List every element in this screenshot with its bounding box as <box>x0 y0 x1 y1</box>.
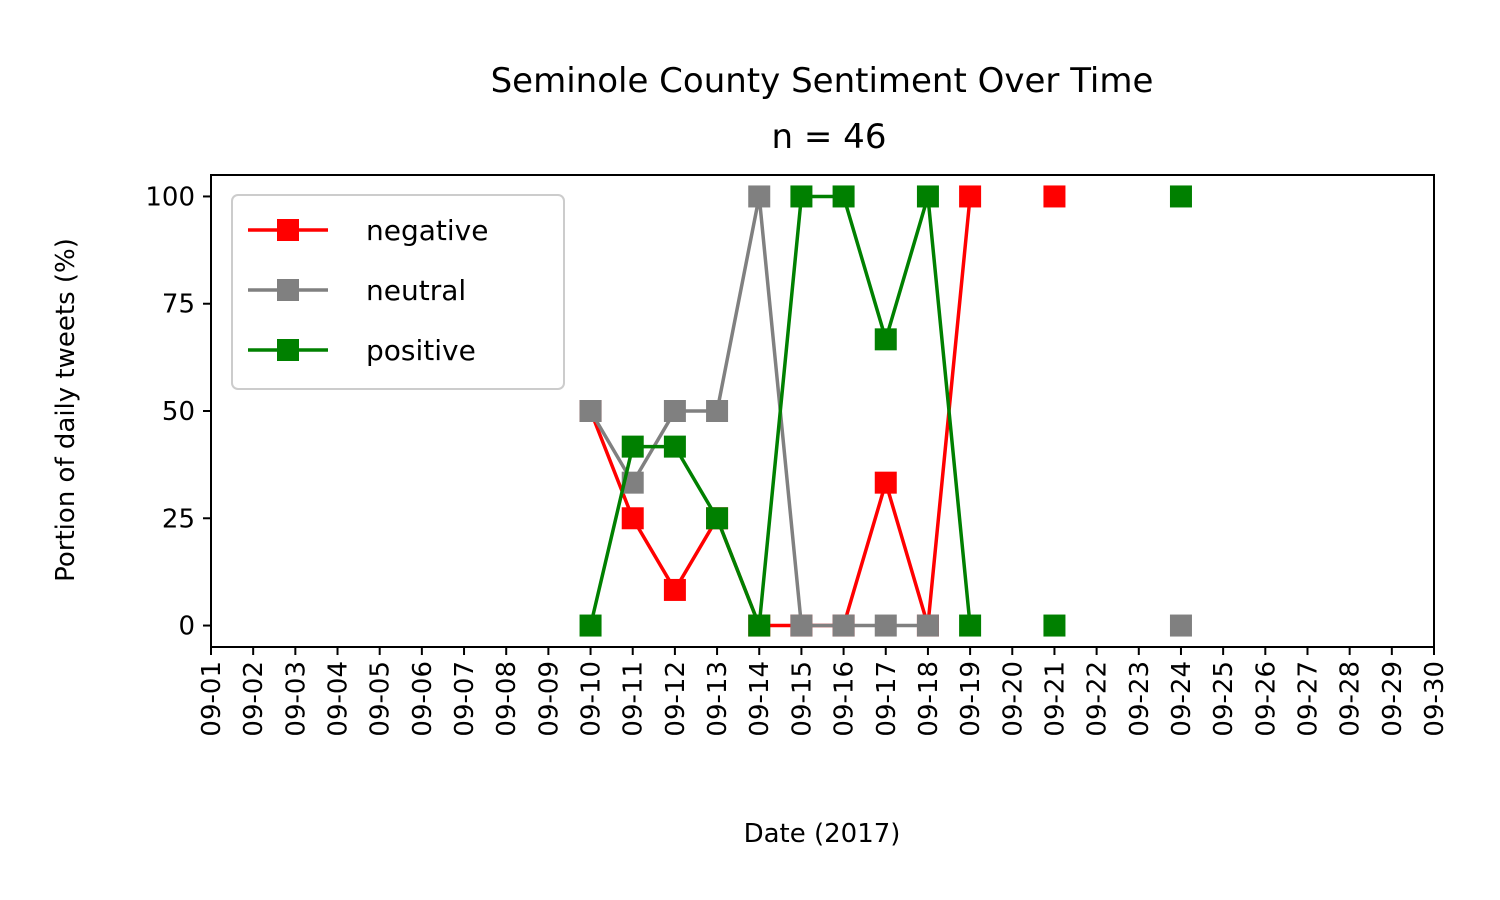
series-negative <box>579 185 1066 637</box>
series-line-positive <box>588 194 972 627</box>
data-point-positive <box>579 614 602 637</box>
x-tick-label: 09-13 <box>703 661 733 737</box>
x-tick-label: 09-21 <box>1040 661 1070 737</box>
data-point-neutral <box>1169 614 1192 637</box>
x-tick-label: 09-20 <box>998 661 1028 737</box>
x-tick-label: 09-18 <box>914 661 944 737</box>
data-point-positive <box>790 185 813 208</box>
data-point-negative <box>959 185 982 208</box>
legend-item-positive: positive <box>248 334 476 367</box>
x-tick-label: 09-12 <box>661 661 691 737</box>
data-point-positive <box>832 185 855 208</box>
data-point-positive <box>916 185 939 208</box>
legend-label: neutral <box>366 274 466 307</box>
x-tick-label: 09-19 <box>956 661 986 737</box>
x-tick-label: 09-16 <box>830 661 860 737</box>
y-tick-label: 50 <box>162 397 195 427</box>
legend-box <box>231 194 565 390</box>
legend-marker <box>277 279 299 301</box>
x-tick-label: 09-17 <box>872 661 902 737</box>
x-tick-label: 09-06 <box>408 661 438 737</box>
y-tick-label: 0 <box>178 612 195 642</box>
series-line-neutral <box>589 196 928 628</box>
x-axis-label: Date (2017) <box>744 819 901 849</box>
legend-label: negative <box>366 214 488 247</box>
x-tick-label: 09-22 <box>1083 661 1113 737</box>
data-point-negative <box>663 578 686 601</box>
x-tick-label: 09-24 <box>1167 661 1197 737</box>
x-tick-label: 09-23 <box>1125 661 1155 737</box>
series-positive <box>579 185 1192 637</box>
data-point-positive <box>1043 614 1066 637</box>
x-axis: 09-01 09-02 09-03 09-04 09-05 09-06 09-07 09-08… <box>197 647 1450 737</box>
x-tick-label: 09-07 <box>450 661 480 737</box>
x-tick-label: 09-03 <box>281 661 311 737</box>
y-tick-label: 100 <box>145 182 195 212</box>
x-tick-label: 09-30 <box>1420 661 1450 737</box>
legend-label: positive <box>366 334 476 367</box>
x-tick-label: 09-08 <box>492 661 522 737</box>
data-point-neutral <box>663 400 686 422</box>
data-point-positive <box>748 614 771 637</box>
legend-marker <box>277 219 299 241</box>
data-point-positive <box>1169 185 1192 208</box>
x-tick-label: 09-01 <box>197 661 227 737</box>
legend-marker <box>277 339 299 361</box>
y-axis-label: Portion of daily tweets (%) <box>51 238 81 582</box>
series-layer <box>579 185 1192 637</box>
y-axis: 0 25 50 75 100 <box>145 182 211 642</box>
series-neutral <box>579 185 1192 637</box>
data-point-neutral <box>832 614 855 637</box>
x-tick-label: 09-04 <box>324 661 354 737</box>
chart-title: Seminole County Sentiment Over Time <box>491 61 1154 101</box>
x-tick-label: 09-02 <box>239 661 269 737</box>
data-point-positive <box>959 614 982 637</box>
data-point-positive <box>663 435 686 458</box>
x-tick-label: 09-05 <box>366 661 396 737</box>
x-tick-label: 09-09 <box>534 661 564 737</box>
x-tick-label: 09-27 <box>1293 661 1323 737</box>
x-tick-label: 09-10 <box>577 661 607 737</box>
x-tick-label: 09-14 <box>745 661 775 737</box>
x-tick-label: 09-28 <box>1336 661 1366 737</box>
legend-item-negative: negative <box>248 214 488 247</box>
data-point-neutral <box>579 400 602 422</box>
x-tick-label: 09-26 <box>1251 661 1281 737</box>
data-point-negative <box>621 507 644 530</box>
data-point-negative <box>874 471 897 494</box>
data-point-neutral <box>790 614 813 637</box>
chart-subtitle: n = 46 <box>772 117 887 157</box>
data-point-neutral <box>748 185 771 208</box>
data-point-neutral <box>874 614 897 637</box>
x-tick-label: 09-25 <box>1209 661 1239 737</box>
data-point-neutral <box>916 614 939 637</box>
data-point-neutral <box>706 400 729 422</box>
series-line-negative <box>588 196 972 628</box>
data-point-positive <box>621 435 644 458</box>
y-tick-label: 25 <box>162 504 195 534</box>
data-point-positive <box>874 328 897 351</box>
data-point-positive <box>706 507 729 530</box>
data-point-negative <box>1043 185 1066 208</box>
x-tick-label: 09-29 <box>1378 661 1408 737</box>
y-tick-label: 75 <box>162 290 195 320</box>
legend: negative neutral positive <box>231 194 565 390</box>
legend-item-neutral: neutral <box>248 274 466 307</box>
x-tick-label: 09-15 <box>787 661 817 737</box>
x-tick-label: 09-11 <box>619 661 649 737</box>
